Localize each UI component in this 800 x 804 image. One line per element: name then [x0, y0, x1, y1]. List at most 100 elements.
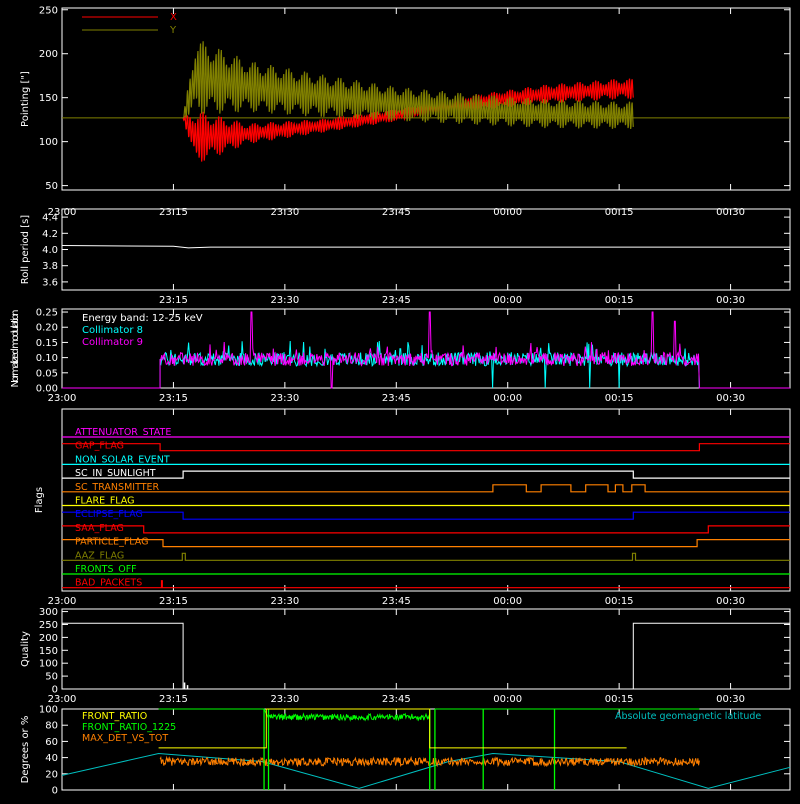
modulation-collimator-9-line	[62, 311, 790, 389]
x-tick-label: 23:30	[270, 596, 299, 607]
x-tick-label: 23:00	[48, 393, 77, 404]
flag-label: BAD_PACKETS	[75, 578, 142, 589]
y-tick-label: 0.00	[36, 384, 58, 395]
flag-saa-flag-line	[62, 525, 790, 534]
x-tick-label: 00:30	[716, 596, 745, 607]
y-tick-label: 50	[45, 181, 58, 192]
flag-label: SC_IN_SUNLIGHT	[75, 468, 156, 479]
roll-period-line	[61, 245, 790, 249]
x-tick-label: 00:00	[493, 393, 522, 404]
front-ratio-1225-line	[158, 708, 700, 722]
x-tick-label: 23:45	[382, 694, 411, 705]
flag-sc-in-sunlight-line	[62, 470, 790, 479]
flag-label: SAA_FLAG	[75, 523, 124, 534]
x-tick-label: 00:00	[493, 596, 522, 607]
x-tick-label: 23:30	[270, 694, 299, 705]
x-tick-label: 00:30	[716, 694, 745, 705]
flag-label: FRONTS_OFF	[75, 564, 137, 575]
flag-label: AAZ_FLAG	[75, 550, 124, 561]
y-tick-label: 0.05	[36, 368, 58, 379]
quality-spike	[183, 682, 189, 689]
x-tick-label: 00:00	[493, 295, 522, 306]
y-tick-label: 40	[45, 753, 58, 764]
legend-label: FRONT_RATIO	[82, 711, 147, 722]
panel-1: 23:00 23:15 23:30 23:45 00:00 00:15 00:3050100…	[20, 5, 791, 218]
y-tick-label: 4.2	[42, 229, 58, 240]
y-tick-label: 0.15	[36, 338, 58, 349]
y-axis-label: Flags	[34, 487, 45, 513]
x-tick-label: 23:30	[270, 393, 299, 404]
y-tick-label: 250	[39, 5, 58, 16]
flag-label: SC_TRANSMITTER	[75, 482, 160, 493]
x-tick-label: 00:15	[605, 393, 634, 404]
x-tick-label: 23:30	[270, 295, 299, 306]
legend-label: X	[170, 12, 177, 23]
modulation-collimator-8-line	[62, 340, 790, 389]
y-tick-label: 50	[45, 672, 58, 683]
y-tick-label: 150	[39, 646, 58, 657]
flag-aaz-flag-line	[62, 552, 790, 561]
y-tick-label: 150	[39, 93, 58, 104]
front-ratio-line	[158, 708, 627, 749]
y-tick-label: 4.4	[42, 213, 58, 224]
x-tick-label: 00:00	[493, 694, 522, 705]
y-tick-label: 100	[39, 137, 58, 148]
y-tick-label: 250	[39, 620, 58, 631]
energy-band-label: Energy band: 12-25 keV	[82, 313, 203, 324]
x-tick-label: 00:30	[716, 295, 745, 306]
x-tick-label: 00:15	[605, 596, 634, 607]
plot-frame	[61, 7, 791, 191]
y-tick-label: 20	[45, 769, 58, 780]
y-axis-label: Degrees or %	[20, 716, 31, 784]
y-tick-label: 3.6	[42, 277, 58, 288]
flag-particle-flag-line	[62, 539, 790, 548]
quality-line	[62, 622, 790, 690]
legend-label: FRONT_RATIO_1225	[82, 722, 176, 733]
y-tick-label: 200	[39, 49, 58, 60]
y-tick-label: 3.8	[42, 261, 58, 272]
y-tick-label: 0.20	[36, 323, 58, 334]
y-axis-label: Normalized modulation	[10, 310, 21, 388]
legend-label: Y	[169, 25, 177, 36]
flag-gap-flag-line	[62, 443, 790, 452]
flag-bad-packets-line	[62, 580, 790, 589]
plot-frame	[61, 608, 791, 690]
y-tick-label: 100	[39, 705, 58, 716]
plot-frame	[61, 408, 791, 592]
panel-3: 23:00 23:15 23:30 23:45 00:00 00:15 00:30 0.00 0…	[10, 308, 791, 404]
flag-label: FLARE_FLAG	[75, 496, 135, 507]
x-tick-label: 23:15	[159, 596, 188, 607]
flag-label: GAP_FLAG	[75, 441, 124, 452]
series-y-line	[182, 41, 634, 129]
x-tick-label: 23:45	[382, 393, 411, 404]
y-tick-label: 0.10	[36, 353, 58, 364]
x-tick-label: 23:15	[159, 295, 188, 306]
panel-2: 23:15 23:30 23:45 00:00 00:15 00:30 3.6 3.8 4.0 4…	[20, 208, 791, 306]
x-tick-label: 23:15	[159, 694, 188, 705]
latitude-legend-label: Absolute geomagnetic latitude	[615, 711, 761, 722]
y-tick-label: 4.0	[42, 245, 58, 256]
y-tick-label: 80	[45, 721, 58, 732]
geomagnetic-latitude-line	[61, 752, 791, 789]
y-axis-label: Pointing ["]	[20, 71, 31, 127]
x-tick-label: 00:30	[716, 393, 745, 404]
panel-4: 23:00 23:15 23:30 23:45 00:00 00:15 00:30 Flags…	[34, 408, 791, 607]
flag-sc-transmitter-line	[62, 484, 790, 493]
y-tick-label: 100	[39, 659, 58, 670]
flag-eclipse-flag-line	[62, 511, 790, 520]
flag-label: ECLIPSE_FLAG	[75, 509, 143, 520]
y-tick-label: 60	[45, 737, 58, 748]
plot-frame	[61, 208, 791, 291]
y-axis-label: Quality	[20, 631, 31, 667]
y-tick-label: 0	[52, 685, 58, 696]
x-tick-label: 00:15	[605, 694, 634, 705]
x-tick-label: 23:00	[48, 596, 77, 607]
flag-label: NON_SOLAR_EVENT	[75, 454, 170, 465]
legend-label: Collimator 9	[82, 337, 143, 348]
y-axis-label: Roll period [s]	[20, 215, 31, 284]
x-tick-label: 23:15	[159, 393, 188, 404]
y-tick-label: 200	[39, 633, 58, 644]
x-tick-label: 23:45	[382, 596, 411, 607]
